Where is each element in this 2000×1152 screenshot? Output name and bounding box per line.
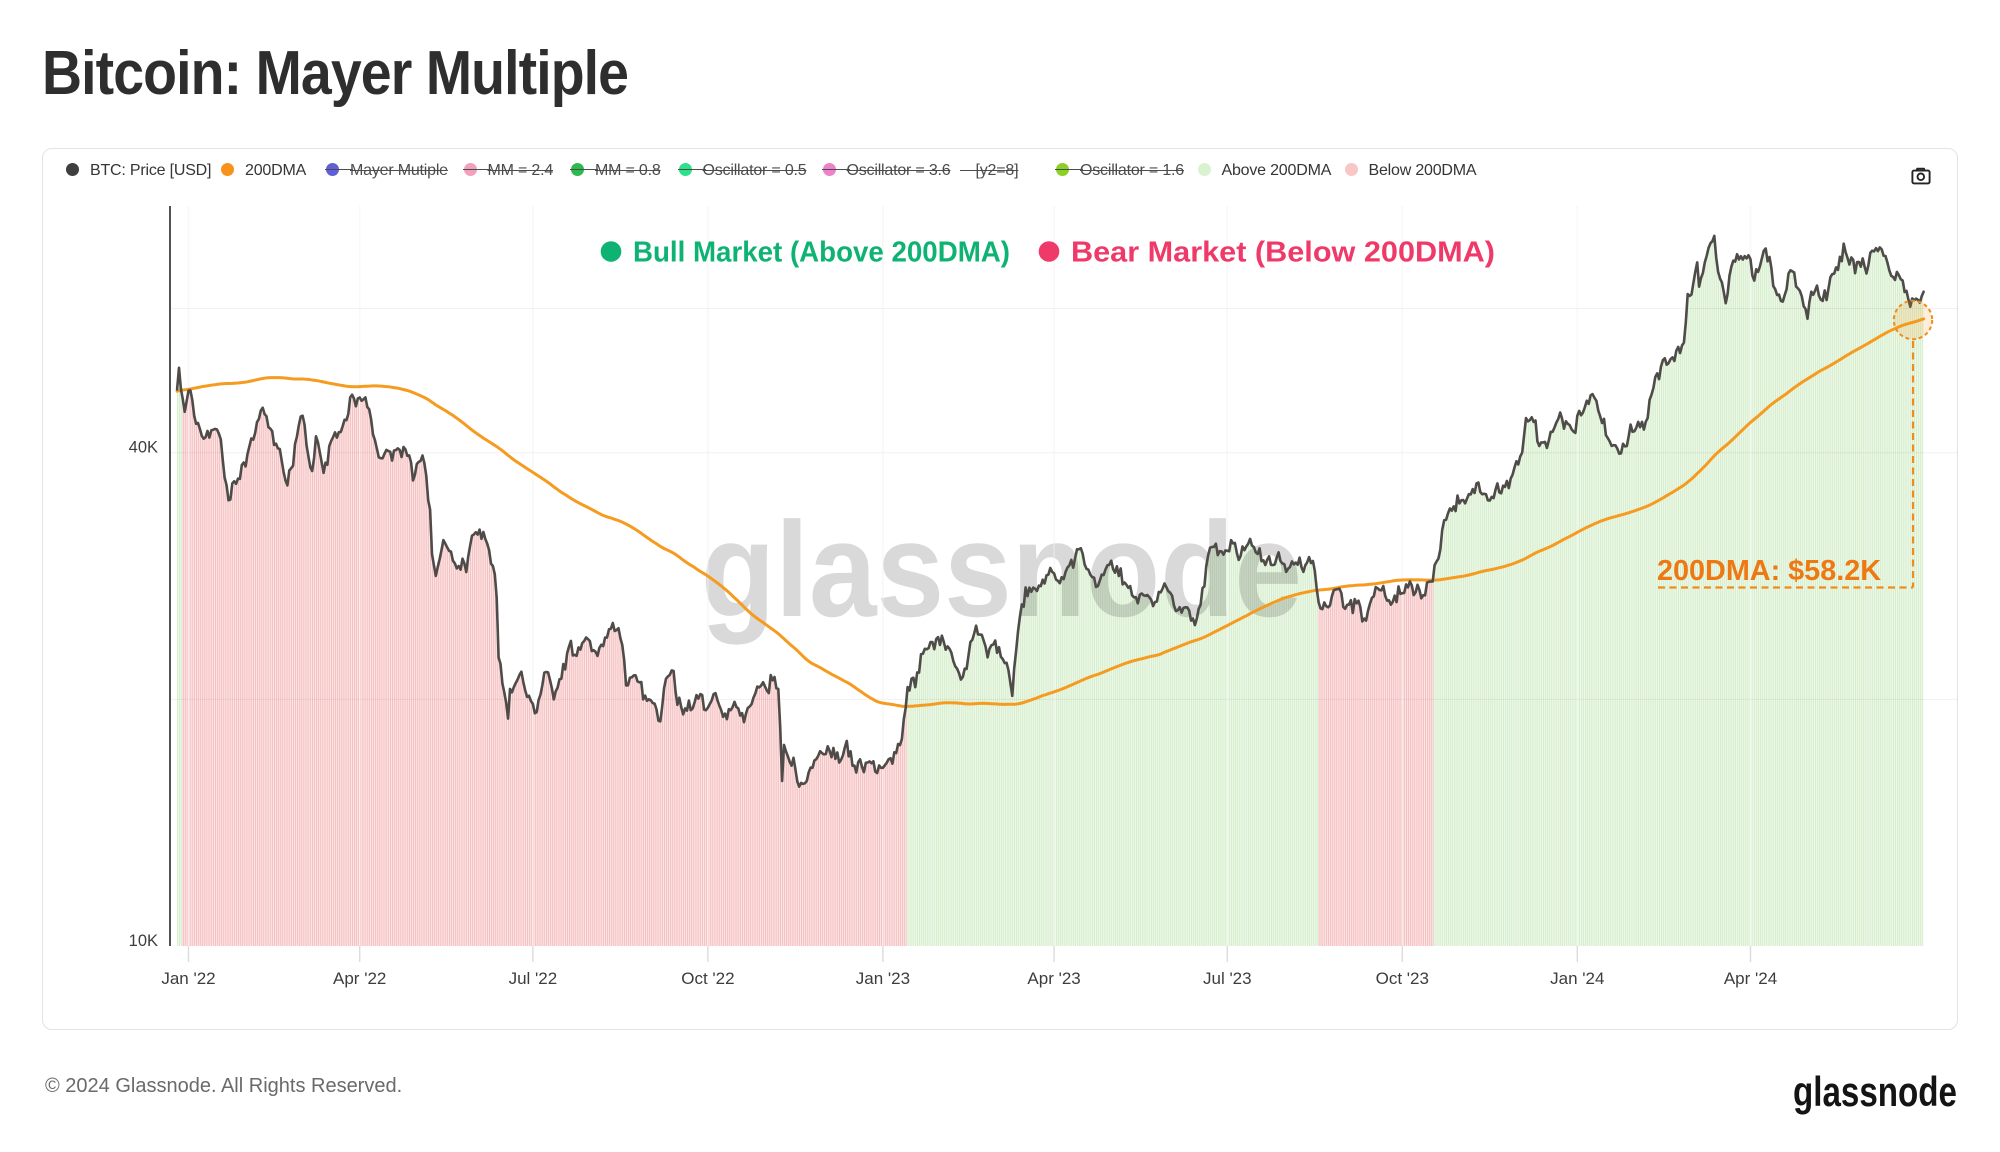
svg-text:10K: 10K [129,932,158,950]
svg-text:glassnode: glassnode [1793,1068,1957,1115]
svg-text:Oct '23: Oct '23 [1376,969,1429,988]
svg-text:Bear Market (Below 200DMA): Bear Market (Below 200DMA) [1071,237,1495,269]
svg-text:Apr '23: Apr '23 [1027,969,1080,988]
svg-text:glassnode: glassnode [701,494,1302,645]
svg-text:200DMA: $58.2K: 200DMA: $58.2K [1657,555,1881,587]
svg-text:Jul '23: Jul '23 [1203,969,1252,988]
svg-text:Jan '24: Jan '24 [1550,969,1604,988]
svg-text:Jan '23: Jan '23 [856,969,910,988]
svg-text:Apr '22: Apr '22 [333,969,386,988]
svg-text:Apr '24: Apr '24 [1724,969,1777,988]
svg-text:Jan '22: Jan '22 [161,969,215,988]
svg-text:Jul '22: Jul '22 [509,969,558,988]
svg-text:40K: 40K [129,439,158,457]
svg-text:Bull Market (Above 200DMA): Bull Market (Above 200DMA) [633,237,1010,269]
svg-text:Oct '22: Oct '22 [681,969,734,988]
